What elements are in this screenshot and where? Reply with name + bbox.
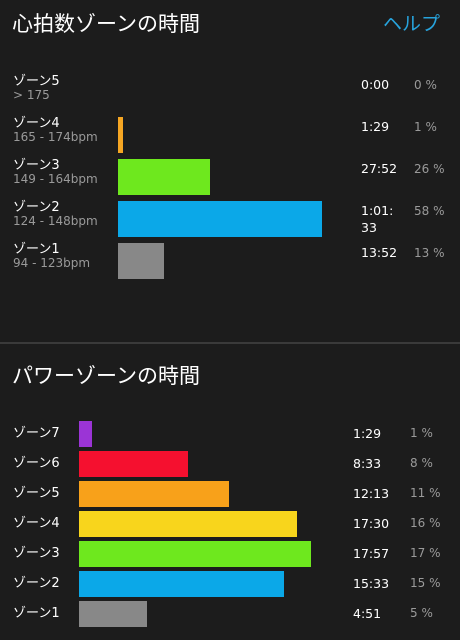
zone-percent: 0 % [414, 78, 437, 92]
zone-bar [79, 481, 229, 507]
zone-label: ゾーン1 [13, 606, 60, 621]
zone-bar [79, 601, 147, 627]
zone-time: 1:01:33 [361, 203, 394, 235]
zone-bar [79, 421, 92, 447]
zone-range: 165 - 174bpm [13, 130, 98, 144]
zone-label: ゾーン2 [13, 576, 60, 591]
zone-time: 27:52 [361, 161, 398, 176]
zone-time: 1:29 [353, 426, 382, 441]
zone-bar [79, 511, 297, 537]
zone-percent: 1 % [414, 120, 437, 134]
zone-label: ゾーン2 [13, 200, 60, 215]
zone-time: 1:29 [361, 119, 390, 134]
zone-time: 17:30 [353, 516, 390, 531]
zone-bar [79, 451, 188, 477]
power-zones-title: パワーゾーンの時間 [12, 364, 200, 388]
zone-label: ゾーン4 [13, 116, 60, 131]
zone-percent: 16 % [410, 516, 441, 530]
zone-percent: 11 % [410, 486, 441, 500]
section-divider [0, 342, 460, 344]
zone-percent: 26 % [414, 162, 445, 176]
zone-bar [118, 201, 322, 237]
heart-rate-zones-title: 心拍数ゾーンの時間 [12, 12, 200, 36]
zone-time: 4:51 [353, 606, 382, 621]
zone-label: ゾーン7 [13, 426, 60, 441]
zone-label: ゾーン3 [13, 546, 60, 561]
power-zones-section: パワーゾーンの時間 ゾーン7 1:29 1 % ゾーン6 8:33 8 % ゾーン5 12:1… [0, 344, 460, 640]
zone-time: 15:33 [353, 576, 390, 591]
zone-label: ゾーン4 [13, 516, 60, 531]
zone-range: 124 - 148bpm [13, 214, 98, 228]
zone-label: ゾーン1 [13, 242, 60, 257]
zone-bar [118, 117, 123, 153]
zone-time: 17:57 [353, 546, 390, 561]
zone-bar [79, 541, 311, 567]
zone-label: ゾーン3 [13, 158, 60, 173]
zone-percent: 8 % [410, 456, 433, 470]
zone-percent: 58 % [414, 204, 445, 218]
zone-time: 12:13 [353, 486, 390, 501]
zone-percent: 1 % [410, 426, 433, 440]
zone-time: 13:52 [361, 245, 398, 260]
zone-range: 94 - 123bpm [13, 256, 91, 270]
zone-label: ゾーン5 [13, 486, 60, 501]
zone-bar [79, 571, 284, 597]
heart-rate-zones-section: 心拍数ゾーンの時間 ヘルプ ゾーン5 > 175 0:00 0 % ゾーン4 165 - … [12, 12, 445, 279]
zone-percent: 13 % [414, 246, 445, 260]
zone-range: > 175 [13, 88, 50, 102]
zone-percent: 5 % [410, 606, 433, 620]
zone-percent: 17 % [410, 546, 441, 560]
zone-bar [118, 243, 164, 279]
zone-time: 0:00 [361, 77, 390, 92]
help-link[interactable]: ヘルプ [382, 13, 440, 35]
zone-time: 8:33 [353, 456, 382, 471]
zone-percent: 15 % [410, 576, 441, 590]
zone-label: ゾーン6 [13, 456, 60, 471]
zone-range: 149 - 164bpm [13, 172, 98, 186]
zone-bar [118, 159, 210, 195]
zone-label: ゾーン5 [13, 74, 60, 89]
